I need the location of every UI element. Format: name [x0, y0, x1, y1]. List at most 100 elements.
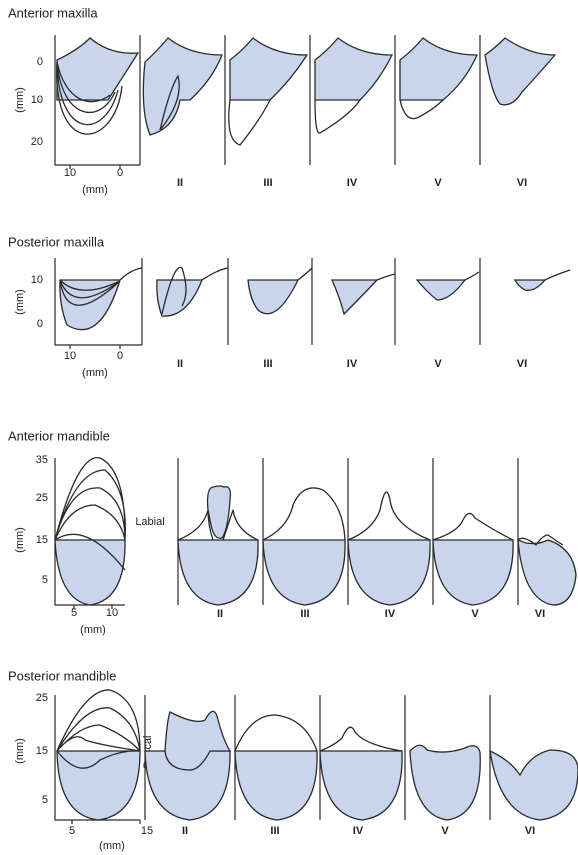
- class-panel: [142, 37, 223, 136]
- x-axis-label: (mm): [80, 624, 106, 636]
- bone-shape: [59, 279, 121, 331]
- bone-shape: [206, 485, 232, 539]
- resorption-outline: [56, 61, 123, 135]
- bone-shape: [142, 37, 223, 136]
- axis: [54, 35, 140, 169]
- class-panel: [513, 269, 571, 291]
- bone-shape: [156, 279, 203, 317]
- divider: [177, 458, 519, 605]
- resorption-outline: [59, 267, 143, 306]
- anterior-mandible: Anterior mandible (mm) 35 25 15 5 5 10 (…: [8, 428, 577, 636]
- section-title: Anterior maxilla: [8, 5, 98, 20]
- axis: [54, 458, 125, 609]
- x-tick-label: 0: [117, 350, 123, 362]
- class-label: III: [263, 358, 272, 370]
- class-label: II: [177, 177, 183, 189]
- class-panel: [177, 485, 259, 606]
- bone-shape: [484, 37, 557, 106]
- bone-shape: [409, 744, 481, 821]
- y-tick-label: 25: [36, 492, 48, 504]
- class-panel: [432, 512, 514, 606]
- class-label: VI: [535, 608, 545, 620]
- class-panel: [415, 271, 480, 301]
- class-label: II: [177, 358, 183, 370]
- section-title: Anterior mandible: [8, 428, 110, 443]
- resorption-outline: [376, 273, 396, 281]
- class-panel: [399, 37, 479, 120]
- side-label: Labial: [135, 516, 164, 528]
- class-panel: [319, 726, 403, 821]
- y-tick-label: 10: [31, 274, 43, 286]
- bone-shape: [54, 539, 126, 606]
- class-label: V: [434, 358, 442, 370]
- bone-shape: [164, 710, 232, 771]
- bone-shape: [56, 37, 140, 101]
- class-label: IV: [347, 358, 358, 370]
- bone-shape: [314, 37, 394, 101]
- x-axis-label: (mm): [82, 184, 108, 196]
- x-tick-label: 5: [71, 607, 77, 619]
- class-panel: [228, 37, 309, 146]
- class-label: III: [300, 608, 309, 620]
- resorption-outline: [161, 266, 229, 315]
- y-axis-label: (mm): [14, 738, 26, 764]
- contour: [234, 714, 318, 752]
- resorption-outline: [314, 99, 361, 134]
- x-tick-label: 5: [69, 825, 75, 837]
- resorption-outline: [159, 74, 180, 131]
- bone-shape: [144, 750, 231, 821]
- y-tick-label: 10: [31, 94, 43, 106]
- resorption-outline: [228, 99, 271, 146]
- resorption-outline: [297, 267, 313, 281]
- class-panel: [314, 37, 394, 134]
- class-label: IV: [385, 608, 396, 620]
- section-title: Posterior mandible: [8, 668, 116, 683]
- class-panel: [409, 744, 481, 821]
- bone-shape: [262, 539, 346, 606]
- resorption-outline: [544, 269, 571, 281]
- class-label: VI: [517, 177, 527, 189]
- class-label: II: [182, 825, 188, 837]
- class-label: VI: [517, 358, 527, 370]
- section-title: Posterior maxilla: [8, 234, 105, 249]
- class-panel: [247, 267, 313, 315]
- y-axis-label: (mm): [14, 289, 26, 315]
- resorption-outline: [399, 99, 444, 120]
- class-label: VI: [525, 825, 535, 837]
- contour: [517, 534, 564, 546]
- axis: [54, 258, 142, 349]
- bone-shape: [177, 539, 259, 606]
- x-axis-label: (mm): [99, 840, 125, 852]
- contour: [262, 487, 346, 541]
- x-tick-label: 10: [64, 350, 76, 362]
- y-axis-label: (mm): [14, 527, 26, 553]
- resorption-outline: [464, 271, 480, 281]
- y-tick-label: 15: [36, 534, 48, 546]
- axis: [54, 695, 141, 824]
- bone-shape: [229, 37, 309, 101]
- y-tick-label: 0: [37, 56, 43, 68]
- class-panel: [262, 487, 346, 606]
- class-panel: [330, 273, 396, 316]
- class-label: IV: [353, 825, 364, 837]
- bone-shape: [56, 750, 141, 821]
- class-panel: [59, 267, 143, 331]
- class-label: II: [217, 608, 223, 620]
- y-tick-label: 25: [36, 692, 48, 704]
- anterior-maxilla: Anterior maxilla (mm) 0 10 20 10 0 (mm) …: [8, 5, 557, 196]
- class-panel: [144, 710, 232, 821]
- y-tick-label: 5: [42, 794, 48, 806]
- contour: [319, 726, 403, 752]
- contour: [432, 512, 514, 541]
- bone-shape: [330, 279, 379, 316]
- bone-shape: [399, 37, 479, 101]
- x-tick-label: 0: [117, 167, 123, 179]
- y-tick-label: 0: [37, 318, 43, 330]
- bone-shape: [347, 539, 431, 606]
- y-tick-label: 20: [31, 136, 43, 148]
- bone-shape: [517, 539, 577, 606]
- y-tick-label: 35: [36, 454, 48, 466]
- class-label: III: [270, 825, 279, 837]
- bone-shape: [415, 279, 467, 301]
